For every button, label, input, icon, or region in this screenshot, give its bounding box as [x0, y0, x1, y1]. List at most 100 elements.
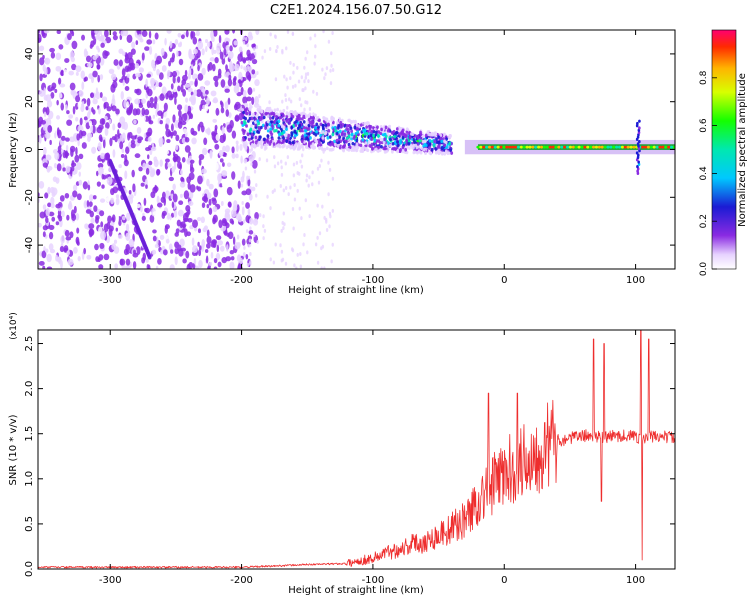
spectrogram-cell: [374, 147, 378, 152]
spectrogram-cell: [241, 108, 244, 112]
spectrogram-cell: [128, 239, 135, 248]
spectrogram-cell: [245, 56, 252, 61]
spectrogram-cell: [205, 128, 211, 134]
spectrogram-cell: [305, 173, 309, 178]
spectrogram-cell: [120, 30, 125, 37]
spectrogram-cell: [269, 32, 272, 37]
spectrogram-cell: [85, 51, 89, 56]
spectrogram-cell: [373, 138, 377, 142]
spectrogram-cell: [79, 117, 83, 126]
spectrogram-cell: [343, 143, 347, 148]
spectrogram-cell: [245, 253, 249, 260]
spectrogram-cell: [325, 66, 329, 71]
spectrogram-cell: [55, 52, 62, 61]
spectrogram-cell: [76, 162, 82, 171]
spectrogram-cell: [185, 97, 189, 103]
spectrogram-cell: [45, 106, 50, 116]
spectrogram-cell: [71, 31, 75, 37]
spectrogram-cell: [539, 145, 544, 149]
spectrogram-cell: [58, 77, 62, 85]
spectrogram-cell: [315, 130, 318, 134]
spectrogram-cell: [293, 197, 297, 202]
spectrogram-cell: [282, 226, 285, 231]
spectrogram-cell: [60, 260, 63, 269]
snr-panel: -300 -200 -100 0 100 0.0 0.5 1.0 1.5 2.0 2.5 Heig…: [8, 312, 676, 596]
spectrogram-cell: [170, 83, 174, 90]
spectrogram-cell: [304, 56, 307, 61]
spectrogram-cell: [192, 219, 198, 228]
spectrogram-cell: [300, 111, 304, 116]
spectrogram-cell: [172, 70, 177, 78]
spectrogram-cell: [635, 151, 639, 155]
spectrogram-cell: [316, 235, 319, 240]
spectrogram-cell: [281, 99, 284, 104]
spectrogram-cell: [76, 227, 80, 234]
spectrogram-cell: [211, 239, 218, 245]
spectrogram-cell: [285, 127, 288, 131]
spectrogram-cell: [300, 164, 304, 169]
spectrogram-cell: [646, 145, 651, 149]
spectrogram-cell: [234, 114, 240, 122]
spectrogram-cell: [251, 186, 256, 192]
spectrogram-cell: [213, 49, 217, 54]
spectrogram-cell: [152, 235, 157, 242]
spectrogram-cell: [279, 115, 283, 120]
spectrogram-cell: [147, 154, 150, 160]
spectrogram-cell: [260, 144, 264, 148]
spectrogram-cell: [224, 101, 229, 110]
spectrogram-cell: [78, 179, 83, 186]
spectrogram-cell: [355, 148, 359, 152]
spectrogram-cell: [145, 258, 149, 263]
spectrogram-cell: [282, 211, 285, 216]
spectrogram-cell: [238, 46, 243, 53]
spectrogram-cell: [393, 146, 397, 151]
spectrogram-cell: [84, 223, 89, 230]
spectrogram-cell: [274, 77, 278, 82]
spectrogram-cell: [282, 108, 286, 113]
spectrogram-cell: [124, 57, 131, 64]
spectrogram-cell: [212, 98, 219, 104]
spectrogram-cell: [65, 165, 71, 173]
spectrogram-cell: [206, 203, 210, 209]
spectrogram-cell: [252, 121, 255, 126]
spectrogram-cell: [177, 42, 182, 48]
x-tick-label: 0: [501, 275, 507, 286]
spectrogram-cell: [224, 210, 230, 218]
spectrogram-cell: [99, 242, 105, 250]
spectrogram-cell: [316, 203, 319, 208]
spectrogram-cell: [99, 118, 106, 125]
spectrogram-cell: [185, 250, 190, 259]
spectrogram-cell: [430, 147, 434, 152]
spectrogram-cell: [229, 218, 234, 224]
spectrogram-cell: [56, 115, 61, 120]
spectrogram-cell: [232, 30, 236, 34]
spectrogram-cell: [384, 149, 388, 154]
spectrogram-cell: [156, 169, 161, 176]
spectrogram-cell: [643, 145, 648, 149]
colorbar-gradient: [712, 30, 736, 269]
spectrogram-cell: [407, 142, 411, 146]
spectrogram-cell: [300, 75, 304, 80]
spectrogram-cell: [68, 114, 74, 119]
spectrogram-cell: [100, 42, 105, 48]
spectrogram-cell: [262, 214, 265, 219]
spectrogram-cell: [279, 243, 282, 248]
spectrogram-cell: [298, 124, 301, 128]
spectrogram-cell: [213, 266, 218, 269]
spectrogram-cell: [299, 159, 302, 164]
spectrogram-cell: [554, 145, 558, 149]
spectrogram-cell: [399, 145, 402, 149]
spectrogram-cell: [275, 49, 278, 54]
spectrogram-cell: [119, 141, 124, 150]
spectrogram-cell: [254, 79, 260, 87]
spectrogram-cell: [560, 145, 564, 149]
spectrogram-cell: [285, 119, 289, 123]
spectrogram-cell: [111, 214, 116, 223]
spectrogram-cell: [163, 111, 170, 118]
spectrogram-cell: [201, 168, 207, 174]
spectrogram-cell: [103, 115, 108, 121]
spectrogram-cell: [273, 34, 277, 39]
spectrogram-cell: [191, 73, 198, 80]
spectrogram-cell: [281, 257, 285, 262]
spectrogram-cell: [359, 123, 363, 127]
